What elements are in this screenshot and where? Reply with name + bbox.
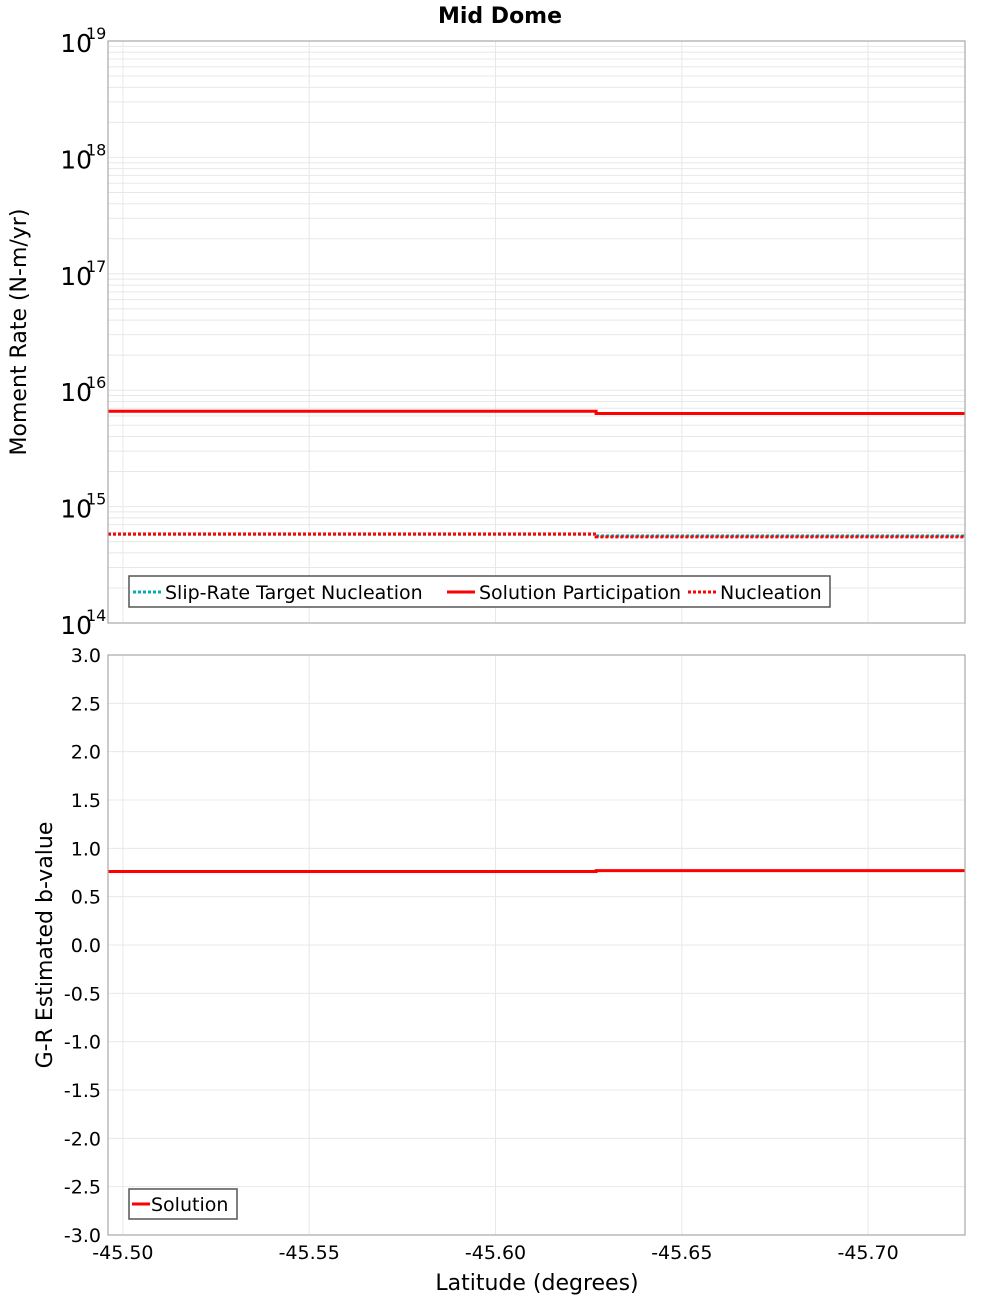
y-tick-label: -2.0	[64, 1128, 101, 1150]
legend-label: Solution Participation	[479, 582, 681, 604]
y-tick-label: 1.0	[71, 838, 101, 860]
y-tick-label: 1.5	[71, 790, 101, 812]
y-tick-label: 10	[60, 495, 92, 524]
bottom-legend: Solution	[128, 1188, 238, 1220]
y-tick-exponent: 17	[86, 257, 106, 276]
b-value-plot: 3.0 2.5 2.0 1.5 1.0 0.5 0.0 -0.5 -1.0 -1.5 -2.0 -2.…	[33, 645, 966, 1247]
y-tick-label: -2.5	[64, 1177, 101, 1199]
legend-label: Slip-Rate Target Nucleation	[165, 582, 423, 604]
y-tick-label: 10	[60, 145, 92, 174]
top-series	[108, 409, 965, 539]
y-tick-label: -3.0	[64, 1225, 101, 1247]
y-tick-exponent: 16	[86, 373, 106, 392]
top-gridlines	[108, 41, 965, 624]
series-line	[108, 409, 965, 416]
legend-label: Nucleation	[720, 582, 822, 604]
legend-label: Solution	[151, 1194, 228, 1216]
series-line	[108, 869, 965, 874]
top-plot-frame	[107, 40, 966, 624]
x-axis-label: Latitude (degrees)	[435, 1271, 638, 1296]
y-tick-label: 10	[60, 611, 92, 640]
y-tick-label: 0.0	[71, 935, 101, 957]
y-tick-label: -1.5	[64, 1080, 101, 1102]
top-legend: Slip-Rate Target Nucleation Solution Part…	[128, 575, 831, 608]
bottom-series	[108, 869, 965, 874]
y-tick-label: 2.5	[71, 693, 101, 715]
y-tick-label: -1.0	[64, 1032, 101, 1054]
y-tick-label: 3.0	[71, 645, 101, 667]
x-tick-label: -45.50	[92, 1242, 153, 1264]
y-tick-label: 2.0	[71, 742, 101, 764]
top-y-axis-label: Moment Rate (N-m/yr)	[7, 209, 32, 456]
x-tick-label: -45.55	[279, 1242, 340, 1264]
y-tick-exponent: 18	[86, 140, 106, 159]
y-tick-label: 10	[60, 262, 92, 291]
x-tick-label: -45.70	[837, 1242, 898, 1264]
x-tick-label: -45.65	[651, 1242, 712, 1264]
bottom-plot-frame	[107, 654, 966, 1236]
chart-title: Mid Dome	[438, 4, 562, 29]
top-plot-area	[108, 41, 965, 623]
y-tick-label: 10	[60, 378, 92, 407]
y-tick-exponent: 14	[86, 606, 106, 625]
bottom-y-axis-label: G-R Estimated b-value	[33, 822, 58, 1069]
y-tick-label: -0.5	[64, 983, 101, 1005]
series-line	[108, 532, 965, 538]
x-axis-ticks: -45.50 -45.55 -45.60 -45.65 -45.70	[92, 1242, 898, 1264]
bottom-y-ticks: 3.0 2.5 2.0 1.5 1.0 0.5 0.0 -0.5 -1.0 -1.5 -2.0 -2.…	[64, 645, 101, 1247]
x-tick-label: -45.60	[465, 1242, 526, 1264]
y-tick-label: 0.5	[71, 887, 101, 909]
y-tick-exponent: 15	[86, 490, 106, 509]
y-tick-exponent: 19	[86, 24, 106, 43]
y-tick-label: 10	[60, 29, 92, 58]
